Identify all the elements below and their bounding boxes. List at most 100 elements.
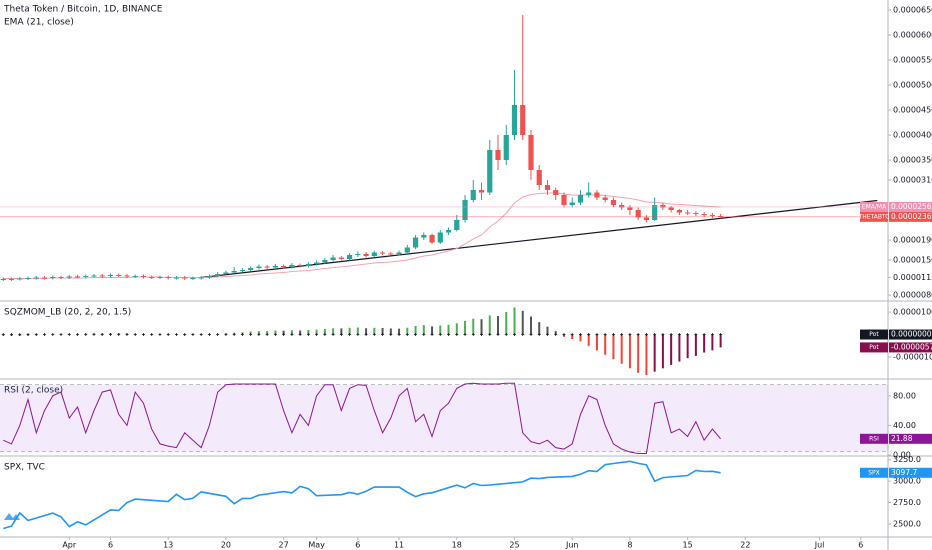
x-tick-label: May <box>308 541 325 550</box>
squeeze-dot <box>694 333 698 337</box>
momentum-bar <box>373 327 376 335</box>
candle-body <box>239 270 246 271</box>
squeeze-dot <box>158 333 162 337</box>
squeeze-dot <box>504 333 508 337</box>
squeeze-dot <box>389 333 393 337</box>
candle-body <box>569 202 575 205</box>
y-tick-label: 0.00004000 <box>893 131 932 140</box>
squeeze-dot <box>628 333 632 337</box>
squeeze-dot <box>339 333 343 337</box>
y-tick-label: 0.00001500 <box>893 256 932 265</box>
squeeze-dot <box>372 333 376 337</box>
label-value-box <box>889 201 932 212</box>
candle-body <box>668 207 674 210</box>
candle-body <box>107 275 114 276</box>
y-tick-label: 0.00000800 <box>893 291 932 300</box>
label-name: EMA/MA <box>862 203 887 210</box>
squeeze-dot <box>512 333 516 337</box>
squeeze-dot <box>397 333 401 337</box>
candle-body <box>124 275 130 277</box>
momentum-bar <box>381 328 384 335</box>
y-tick-label: 0.00003500 <box>893 156 932 165</box>
candle-body <box>289 265 295 267</box>
squeeze-dot <box>620 333 624 337</box>
squeeze-dot <box>191 333 195 337</box>
candle-body <box>74 276 81 278</box>
momentum-bar <box>554 331 557 335</box>
candle-body <box>206 276 213 278</box>
squeeze-dot <box>496 333 500 337</box>
squeeze-dot <box>265 333 269 337</box>
squeeze-dot <box>306 333 310 337</box>
squeeze-dot <box>199 333 203 337</box>
y-tick-label: -0.00001000 <box>893 353 932 362</box>
label-value-box <box>889 342 932 353</box>
candle-body <box>610 200 617 205</box>
candle-body <box>99 275 105 277</box>
candle-body <box>355 254 361 255</box>
rsi-band <box>0 384 888 452</box>
squeeze-dot <box>669 333 673 337</box>
squeeze-dot <box>677 333 681 337</box>
momentum-bar <box>290 330 293 335</box>
squeeze-dot <box>455 333 459 337</box>
candle-body <box>462 200 468 220</box>
x-tick-label: 8 <box>627 541 632 550</box>
squeeze-dot <box>405 333 409 337</box>
y-tick-label: 0.00004500 <box>893 106 932 115</box>
candle-body <box>223 272 229 274</box>
momentum-bar <box>299 330 302 335</box>
candle-body <box>149 277 155 278</box>
momentum-bar <box>348 327 351 335</box>
squeeze-dot <box>331 333 335 337</box>
squeeze-dot <box>100 333 104 337</box>
candle-body <box>503 135 509 160</box>
momentum-bar <box>538 322 541 335</box>
candle-body <box>511 105 518 135</box>
momentum-bar <box>628 334 631 369</box>
momentum-bar <box>282 330 285 335</box>
candle-body <box>66 276 72 278</box>
squeeze-dot <box>34 333 38 337</box>
y-tick-label: 3000.0 <box>893 477 921 486</box>
candle-body <box>619 205 625 208</box>
label-name-box <box>860 211 888 222</box>
candle-body <box>33 277 39 279</box>
momentum-bar <box>703 334 706 353</box>
squeeze-dot <box>447 333 451 337</box>
candle-body <box>454 220 460 230</box>
candle-body <box>182 277 188 279</box>
label-name: SPX <box>868 469 880 476</box>
candle-body <box>676 210 682 213</box>
candle-body <box>445 230 452 233</box>
squeeze-dot <box>1 333 5 337</box>
squeeze-dot <box>117 333 121 337</box>
x-tick-label: 20 <box>221 541 231 550</box>
momentum-bar <box>431 326 434 335</box>
squeeze-dot <box>315 333 319 337</box>
label-value-box <box>889 211 932 222</box>
label-value: 0.00002561 <box>891 202 932 211</box>
squeeze-dot <box>290 333 294 337</box>
candle-body <box>264 266 270 268</box>
label-value: 0.00002363 <box>891 212 932 221</box>
squeeze-dot <box>480 333 484 337</box>
candle-body <box>412 237 419 248</box>
candle-body <box>132 276 138 277</box>
squeeze-dot <box>298 333 302 337</box>
momentum-bar <box>686 334 689 359</box>
momentum-bar <box>340 328 343 335</box>
momentum-bar <box>694 334 697 356</box>
candle-body <box>643 217 650 220</box>
momentum-bar <box>464 321 467 335</box>
candle-body <box>536 170 542 185</box>
candle-body <box>50 277 56 278</box>
momentum-bar <box>678 334 681 362</box>
squeeze-dot <box>521 333 525 337</box>
x-tick-label: 27 <box>279 541 289 550</box>
overlay-title: EMA (21, close) <box>4 18 74 28</box>
candle-body <box>602 197 608 200</box>
squeeze-dot <box>150 333 154 337</box>
x-tick-label: 22 <box>740 541 750 550</box>
squeeze-dot <box>702 333 706 337</box>
